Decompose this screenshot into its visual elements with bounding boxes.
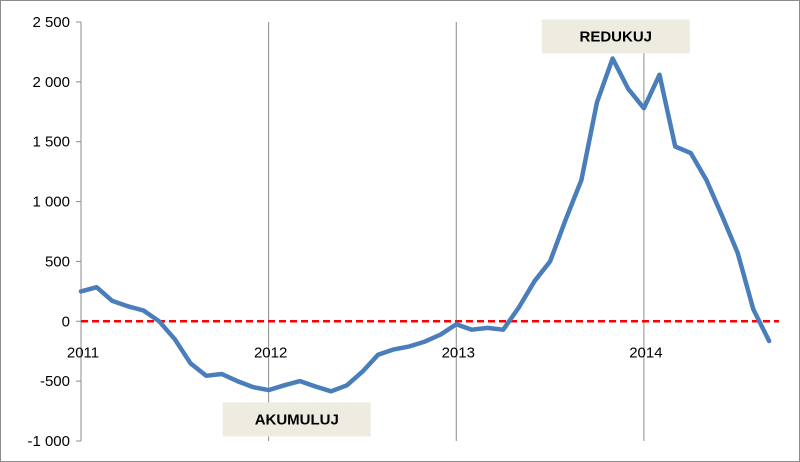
- y-tick-label: -1 000: [27, 433, 70, 450]
- x-tick-label: 2012: [254, 344, 287, 361]
- tick-labels: 2 500 2 000 1 500 1 000 500 0 -500 -1 000 2011 20…: [27, 14, 662, 450]
- x-tick-label: 2011: [67, 344, 99, 361]
- y-tick-label: 1 500: [32, 134, 70, 151]
- y-tick-label: 2 000: [32, 74, 70, 91]
- annotation-box: [541, 19, 690, 54]
- series-line-0: [78, 56, 772, 394]
- x-tick-label: 2014: [629, 344, 662, 361]
- annotations: REDUKUJ AKUMULUJ: [222, 19, 690, 437]
- y-tick-label: 2 500: [32, 14, 70, 31]
- series-layer: [78, 56, 772, 394]
- y-tick-label: 500: [45, 253, 70, 270]
- y-tick-label: 0: [62, 313, 70, 330]
- annotation-label: AKUMULUJ: [255, 411, 339, 428]
- y-tick-label: -500: [40, 373, 70, 390]
- x-tick-label: 2013: [442, 344, 475, 361]
- grid-lines: [268, 22, 645, 441]
- y-tick-label: 1 000: [32, 194, 70, 211]
- axes: [76, 21, 82, 442]
- annotation-label: REDUKUJ: [580, 28, 653, 45]
- annotation-box: [222, 402, 371, 437]
